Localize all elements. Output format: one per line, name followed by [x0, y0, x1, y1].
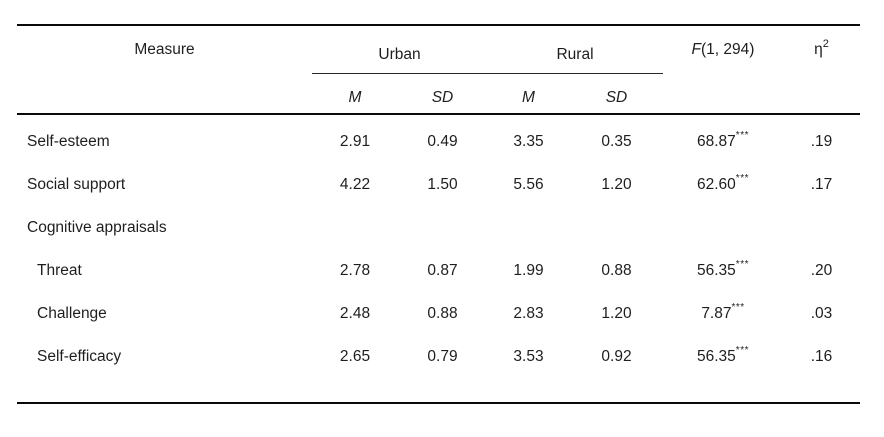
- cell-f-value: 56.35***: [663, 259, 783, 280]
- cell-f-value: 56.35***: [663, 345, 783, 366]
- table-row: Self-esteem 2.91 0.49 3.35 0.35 68.87***…: [17, 120, 860, 163]
- cell-rural-sd: 1.20: [601, 304, 632, 322]
- eta-symbol: η: [814, 41, 823, 58]
- cell-rural-sd: 0.35: [601, 132, 632, 150]
- cell-rural-mean: 3.53: [513, 347, 544, 365]
- header-spanner-row: Measure Urban Rural F(1, 294) η2: [17, 26, 860, 74]
- cell-eta-squared: .20: [810, 261, 833, 279]
- rural-sd-header: SD: [605, 88, 628, 106]
- urban-mean-header: M: [348, 88, 362, 106]
- rural-group-header: Rural: [556, 46, 594, 63]
- cell-f-value: 7.87***: [663, 302, 783, 323]
- f-symbol: F: [691, 41, 702, 58]
- f-value: 7.87: [701, 304, 732, 322]
- cell-rural-mean: 5.56: [513, 175, 544, 193]
- f-value: 62.60: [697, 175, 736, 193]
- cell-urban-sd: 0.87: [427, 261, 458, 279]
- header-statistic-row: M SD M SD: [17, 74, 860, 115]
- cell-urban-mean: 2.48: [339, 304, 371, 322]
- urban-sd-header: SD: [431, 88, 454, 106]
- table-row: Social support 4.22 1.50 5.56 1.20 62.60…: [17, 163, 860, 206]
- cell-urban-mean: 2.65: [339, 347, 371, 365]
- cell-urban-sd: 0.88: [427, 304, 458, 322]
- significance-asterisks: ***: [735, 259, 749, 271]
- cell-rural-sd: 0.92: [601, 347, 632, 365]
- f-value: 56.35: [697, 347, 736, 365]
- table-row: Self-efficacy 2.65 0.79 3.53 0.92 56.35*…: [17, 335, 860, 378]
- cell-rural-sd: 1.20: [601, 175, 632, 193]
- cell-eta-squared: .19: [810, 132, 833, 150]
- significance-asterisks: ***: [735, 173, 749, 185]
- rural-mean-header: M: [522, 88, 535, 106]
- row-measure-label: Cognitive appraisals: [27, 218, 167, 236]
- f-value: 56.35: [697, 261, 736, 279]
- cell-f-value: 68.87***: [663, 130, 783, 151]
- row-measure-label: Threat: [37, 261, 82, 279]
- table-header: Measure Urban Rural F(1, 294) η2 M SD M …: [17, 26, 860, 115]
- cell-eta-squared: .17: [810, 175, 833, 193]
- significance-asterisks: ***: [735, 345, 749, 357]
- table-body: Self-esteem 2.91 0.49 3.35 0.35 68.87***…: [17, 115, 860, 378]
- eta-squared-column-header: η2: [783, 37, 860, 59]
- cell-urban-sd: 0.49: [427, 132, 458, 150]
- f-column-header: F(1, 294): [663, 41, 783, 59]
- table-row: Challenge 2.48 0.88 2.83 1.20 7.87*** .0…: [17, 292, 860, 335]
- anova-statistics-table: Measure Urban Rural F(1, 294) η2 M SD M …: [17, 24, 860, 404]
- cell-urban-mean: 2.91: [339, 132, 371, 150]
- cell-urban-mean: 4.22: [339, 175, 371, 193]
- row-measure-label: Self-esteem: [27, 132, 110, 150]
- table-row: Threat 2.78 0.87 1.99 0.88 56.35*** .20: [17, 249, 860, 292]
- cell-urban-mean: 2.78: [339, 261, 371, 279]
- cell-f-value: 62.60***: [663, 173, 783, 194]
- table-row-category: Cognitive appraisals: [17, 206, 860, 249]
- cell-eta-squared: .16: [810, 347, 833, 365]
- cell-urban-sd: 1.50: [427, 175, 458, 193]
- row-measure-label: Social support: [27, 175, 126, 193]
- cell-rural-mean: 2.83: [513, 304, 544, 322]
- urban-group-header: Urban: [378, 46, 421, 63]
- cell-eta-squared: .03: [810, 304, 833, 322]
- cell-rural-mean: 3.35: [513, 132, 544, 150]
- eta-exponent: 2: [822, 37, 829, 50]
- row-measure-label: Challenge: [37, 304, 107, 322]
- cell-rural-mean: 1.99: [513, 261, 544, 279]
- f-degrees-of-freedom: (1, 294): [701, 41, 755, 58]
- significance-asterisks: ***: [731, 302, 745, 314]
- measure-column-header: Measure: [134, 41, 195, 58]
- row-measure-label: Self-efficacy: [37, 347, 122, 365]
- f-value: 68.87: [697, 132, 736, 150]
- significance-asterisks: ***: [735, 130, 749, 142]
- cell-urban-sd: 0.79: [427, 347, 458, 365]
- cell-rural-sd: 0.88: [601, 261, 632, 279]
- group-spanner: Urban Rural: [312, 46, 663, 74]
